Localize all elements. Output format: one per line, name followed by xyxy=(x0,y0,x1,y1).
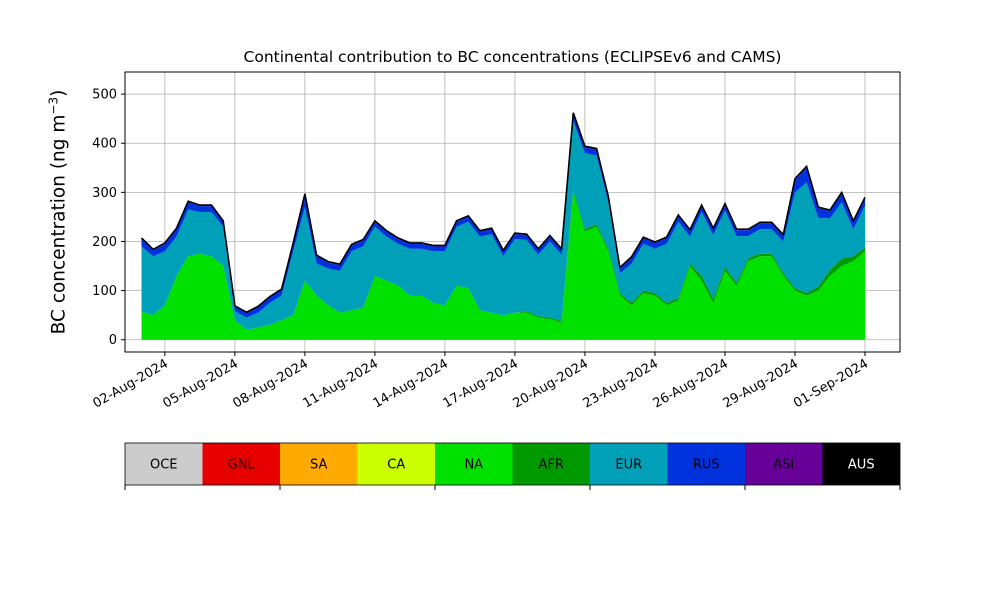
legend-label: GNL xyxy=(228,458,256,473)
x-tick-label: 20-Aug-2024 xyxy=(511,356,591,411)
legend-label: RUS xyxy=(693,458,720,473)
x-tick-label: 11-Aug-2024 xyxy=(301,356,381,411)
legend-swatch-na xyxy=(435,443,513,485)
legend-swatch-aus xyxy=(822,443,900,485)
legend-swatch-ca xyxy=(357,443,435,485)
x-tick-label: 14-Aug-2024 xyxy=(371,356,451,411)
y-tick-label: 500 xyxy=(92,88,117,103)
legend-label: AFR xyxy=(539,458,564,473)
x-tick-label: 05-Aug-2024 xyxy=(161,356,241,411)
x-tick-label: 29-Aug-2024 xyxy=(721,356,801,411)
y-tick-label: 300 xyxy=(92,186,117,201)
y-tick-label: 200 xyxy=(92,235,117,250)
x-tick-label: 02-Aug-2024 xyxy=(91,356,171,411)
area-rus xyxy=(141,113,865,318)
y-tick-label: 400 xyxy=(92,137,117,152)
legend-label: CA xyxy=(387,458,405,473)
x-tick-label: 08-Aug-2024 xyxy=(231,356,311,411)
chart-title: Continental contribution to BC concentra… xyxy=(243,48,782,66)
legend-label: OCE xyxy=(150,458,178,473)
area-eur xyxy=(141,121,865,330)
legend-frame xyxy=(124,442,901,486)
x-tick-label: 26-Aug-2024 xyxy=(651,356,731,411)
legend-label: NA xyxy=(464,458,483,473)
legend-swatch-sa xyxy=(280,443,358,485)
legend-swatch-asi xyxy=(745,443,823,485)
y-tick-label: 100 xyxy=(92,284,117,299)
legend-swatch-afr xyxy=(512,443,590,485)
legend-swatch-oce xyxy=(125,443,203,485)
total-line xyxy=(140,112,866,314)
x-tick-label: 01-Sep-2024 xyxy=(791,356,871,411)
legend-label: AUS xyxy=(848,458,875,473)
axes-frame xyxy=(124,71,901,353)
legend-swatch-rus xyxy=(667,443,745,485)
legend-swatch-eur xyxy=(590,443,668,485)
y-tick-label: 0 xyxy=(109,333,117,348)
legend-label: SA xyxy=(310,458,327,473)
area-na xyxy=(141,192,865,340)
legend-swatch-gnl xyxy=(202,443,280,485)
legend-label: EUR xyxy=(615,458,642,473)
x-tick-label: 17-Aug-2024 xyxy=(441,356,521,411)
x-tick-label: 23-Aug-2024 xyxy=(581,356,661,411)
legend-label: ASI xyxy=(773,458,794,473)
